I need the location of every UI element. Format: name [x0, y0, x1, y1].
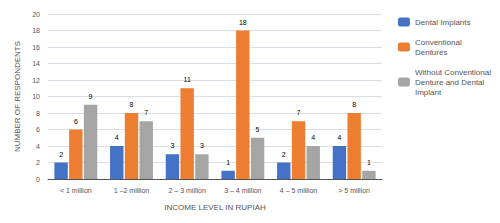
svg-text:6: 6 [74, 118, 78, 125]
svg-text:8: 8 [352, 101, 356, 108]
svg-text:4 – 5 million: 4 – 5 million [280, 187, 317, 194]
svg-text:3: 3 [200, 142, 204, 149]
svg-text:14: 14 [32, 60, 40, 67]
svg-text:2 – 3 million: 2 – 3 million [168, 187, 205, 194]
svg-text:8: 8 [36, 110, 40, 117]
svg-text:1: 1 [367, 159, 371, 166]
svg-text:4: 4 [337, 134, 341, 141]
svg-text:Denture and Dental: Denture and Dental [415, 78, 485, 87]
svg-text:4: 4 [115, 134, 119, 141]
svg-text:16: 16 [32, 44, 40, 51]
svg-text:9: 9 [89, 93, 93, 100]
svg-text:4: 4 [311, 134, 315, 141]
svg-text:0: 0 [36, 176, 40, 183]
svg-text:Without Conventional: Without Conventional [415, 68, 491, 77]
svg-text:2: 2 [59, 151, 63, 158]
svg-text:4: 4 [36, 143, 40, 150]
svg-text:12: 12 [32, 77, 40, 84]
svg-text:Implant: Implant [415, 88, 442, 97]
svg-text:10: 10 [32, 93, 40, 100]
svg-text:18: 18 [32, 27, 40, 34]
svg-text:INCOME LEVEL IN RUPIAH: INCOME LEVEL IN RUPIAH [164, 203, 266, 212]
svg-text:NUMBER OF RESPONDENTS: NUMBER OF RESPONDENTS [13, 41, 22, 152]
svg-text:Conventional: Conventional [415, 38, 462, 47]
svg-text:Dental Implants: Dental Implants [415, 18, 471, 27]
svg-text:5: 5 [256, 126, 260, 133]
svg-text:< 1 million: < 1 million [60, 187, 92, 194]
svg-text:3 – 4 million: 3 – 4 million [224, 187, 261, 194]
svg-text:2: 2 [282, 151, 286, 158]
svg-text:2: 2 [36, 159, 40, 166]
svg-text:18: 18 [239, 19, 247, 26]
svg-text:11: 11 [184, 76, 191, 83]
svg-text:1: 1 [226, 159, 230, 166]
svg-text:7: 7 [144, 109, 148, 116]
svg-text:1 –2 million: 1 –2 million [114, 187, 150, 194]
svg-text:3: 3 [170, 142, 174, 149]
svg-text:20: 20 [32, 11, 40, 18]
svg-text:8: 8 [130, 101, 134, 108]
svg-text:Dentures: Dentures [415, 48, 447, 57]
svg-text:6: 6 [36, 126, 40, 133]
svg-text:> 5 million: > 5 million [338, 187, 370, 194]
svg-text:7: 7 [297, 109, 301, 116]
